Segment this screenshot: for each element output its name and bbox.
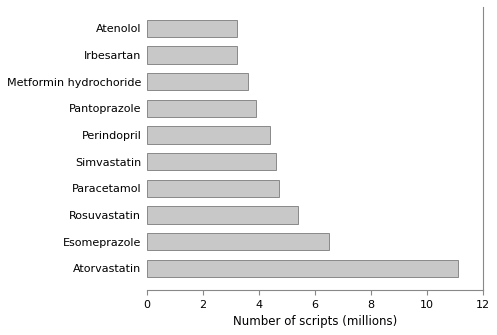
X-axis label: Number of scripts (millions): Number of scripts (millions) xyxy=(233,315,397,328)
Bar xyxy=(147,260,458,277)
Bar xyxy=(147,20,237,37)
Bar xyxy=(147,206,298,224)
Bar xyxy=(147,100,256,117)
Bar xyxy=(147,73,248,90)
Bar xyxy=(147,233,329,250)
Bar xyxy=(147,47,237,64)
Bar xyxy=(147,126,270,144)
Bar xyxy=(147,153,276,170)
Bar xyxy=(147,180,278,197)
